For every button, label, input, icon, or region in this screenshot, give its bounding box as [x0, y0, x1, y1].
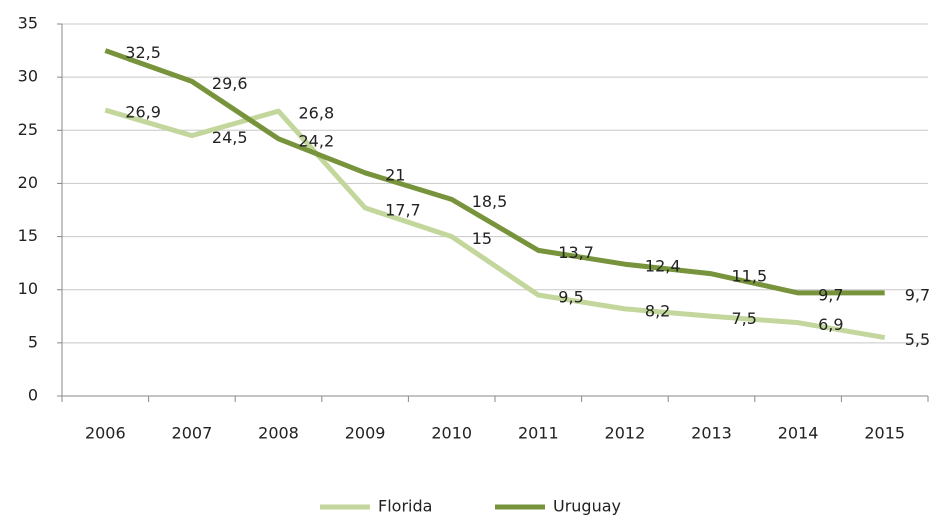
data-label: 17,7 — [385, 200, 421, 219]
data-label: 29,6 — [212, 74, 248, 93]
y-tick-label: 35 — [18, 14, 38, 33]
series-line — [104, 107, 886, 341]
legend-label: Uruguay — [553, 497, 621, 515]
x-tick-label: 2014 — [778, 424, 819, 443]
data-label: 32,5 — [125, 43, 161, 62]
y-tick-label: 10 — [18, 279, 38, 298]
y-tick-label: 0 — [28, 386, 38, 405]
data-label: 5,5 — [905, 330, 930, 349]
legend-label: Florida — [378, 497, 432, 515]
data-label: 18,5 — [472, 192, 508, 211]
data-label: 15 — [472, 229, 492, 248]
data-label: 12,4 — [645, 257, 681, 276]
y-tick-label: 30 — [18, 67, 38, 86]
data-label: 21 — [385, 165, 405, 184]
y-tick-label: 5 — [28, 332, 38, 351]
x-tick-label: 2012 — [605, 424, 646, 443]
x-tick-label: 2007 — [172, 424, 213, 443]
data-label: 24,5 — [212, 128, 248, 147]
x-tick-label: 2013 — [691, 424, 732, 443]
data-label: 6,9 — [818, 315, 843, 334]
y-tick-label: 15 — [18, 226, 38, 245]
series-line — [104, 48, 885, 296]
data-label: 26,8 — [299, 104, 335, 123]
data-label: 9,5 — [558, 288, 583, 307]
x-tick-label: 2010 — [431, 424, 472, 443]
x-tick-label: 2009 — [345, 424, 386, 443]
y-tick-label: 20 — [18, 173, 38, 192]
data-label: 26,9 — [125, 103, 161, 122]
x-tick-label: 2006 — [85, 424, 126, 443]
data-label: 8,2 — [645, 301, 670, 320]
data-label: 13,7 — [558, 243, 594, 262]
data-label: 11,5 — [732, 266, 768, 285]
data-label: 24,2 — [299, 131, 335, 150]
y-tick-label: 25 — [18, 120, 38, 139]
x-tick-label: 2011 — [518, 424, 559, 443]
x-tick-label: 2008 — [258, 424, 299, 443]
data-label: 9,7 — [905, 285, 930, 304]
data-label: 7,5 — [732, 309, 757, 328]
data-label: 9,7 — [818, 285, 843, 304]
x-tick-label: 2015 — [864, 424, 905, 443]
